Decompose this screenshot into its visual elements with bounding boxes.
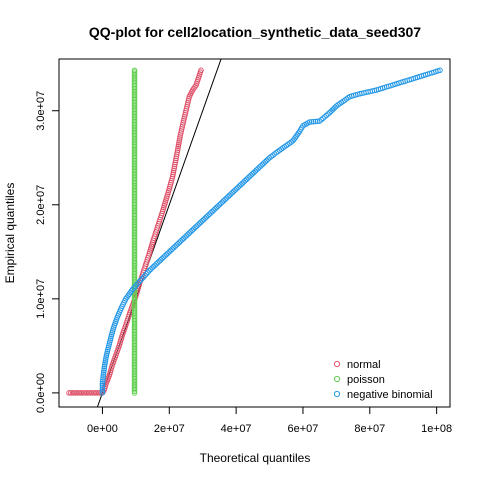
y-tick-label: 3.0e+07 <box>35 91 47 131</box>
x-axis-label: Theoretical quantiles <box>200 451 311 465</box>
point-negative-binomial <box>316 118 323 124</box>
x-tick-label: 6e+07 <box>288 423 319 435</box>
y-tick-label: 2.0e+07 <box>35 185 47 225</box>
chart-title: QQ-plot for cell2location_synthetic_data… <box>89 24 421 40</box>
point-normal <box>198 67 204 74</box>
reference-line <box>96 59 222 407</box>
series-negative-binomial <box>99 67 443 396</box>
point-negative-binomial <box>133 281 140 288</box>
point-negative-binomial <box>99 380 106 387</box>
point-negative-binomial <box>136 278 143 285</box>
point-negative-binomial <box>100 376 106 383</box>
point-normal <box>174 149 180 156</box>
point-normal <box>169 173 176 180</box>
point-negative-binomial <box>306 119 313 125</box>
point-negative-binomial <box>325 111 331 117</box>
y-tick-label: 1.0e+07 <box>35 279 47 319</box>
point-negative-binomial <box>129 286 136 293</box>
point-negative-binomial <box>99 384 106 391</box>
x-axis: 0e+00 2e+07 4e+07 6e+07 8e+07 1e+08 <box>87 406 452 435</box>
reference-line-group <box>96 59 222 407</box>
point-negative-binomial <box>321 114 328 120</box>
point-negative-binomial <box>135 280 141 286</box>
point-negative-binomial <box>437 67 443 74</box>
legend-marker-negative-binomial <box>333 390 341 398</box>
point-negative-binomial <box>323 112 330 119</box>
legend: normal poisson negative binomial <box>333 359 433 401</box>
series-normal <box>66 67 204 396</box>
point-negative-binomial <box>312 118 319 125</box>
y-axis: 0.0e+00 1.0e+07 2.0e+07 3.0e+07 <box>35 91 60 413</box>
series-poisson <box>131 67 138 396</box>
point-normal <box>171 165 177 172</box>
point-negative-binomial <box>132 283 139 290</box>
legend-marker-poisson <box>333 375 341 383</box>
point-negative-binomial <box>145 269 151 275</box>
y-axis-label: Empirical quantiles <box>3 183 17 284</box>
point-negative-binomial <box>142 272 148 279</box>
x-tick-label: 2e+07 <box>154 423 185 435</box>
point-poisson <box>131 70 138 77</box>
point-negative-binomial <box>140 274 147 280</box>
point-normal <box>170 171 176 178</box>
point-negative-binomial <box>138 277 144 283</box>
legend-label-negative-binomial: negative binomial <box>347 389 433 401</box>
point-negative-binomial <box>320 115 326 121</box>
point-negative-binomial <box>101 367 107 374</box>
point-negative-binomial <box>99 386 106 392</box>
point-negative-binomial <box>101 365 107 372</box>
point-negative-binomial <box>99 390 106 396</box>
y-tick-label: 0.0e+00 <box>35 373 47 413</box>
point-negative-binomial <box>318 116 325 123</box>
legend-label-normal: normal <box>347 359 381 371</box>
point-negative-binomial <box>310 118 317 125</box>
point-negative-binomial <box>143 271 150 277</box>
data-points <box>66 67 443 396</box>
point-negative-binomial <box>100 371 107 377</box>
legend-marker-normal <box>333 360 341 368</box>
point-normal <box>171 167 177 174</box>
point-negative-binomial <box>99 388 106 394</box>
point-negative-binomial <box>100 373 106 379</box>
point-negative-binomial <box>100 375 106 381</box>
point-poisson <box>131 67 138 74</box>
point-normal <box>170 169 177 176</box>
x-tick-label: 4e+07 <box>221 423 252 435</box>
x-tick-label: 1e+08 <box>421 423 452 435</box>
point-negative-binomial <box>131 285 137 291</box>
point-poisson <box>131 69 138 75</box>
point-negative-binomial <box>139 275 146 282</box>
x-tick-label: 8e+07 <box>354 423 385 435</box>
point-normal <box>171 163 178 170</box>
point-negative-binomial <box>99 382 106 389</box>
point-negative-binomial <box>99 378 106 385</box>
point-negative-binomial <box>101 363 108 370</box>
point-negative-binomial <box>308 119 315 125</box>
x-tick-label: 0e+00 <box>87 423 118 435</box>
point-negative-binomial <box>100 369 107 375</box>
legend-label-poisson: poisson <box>347 374 385 386</box>
